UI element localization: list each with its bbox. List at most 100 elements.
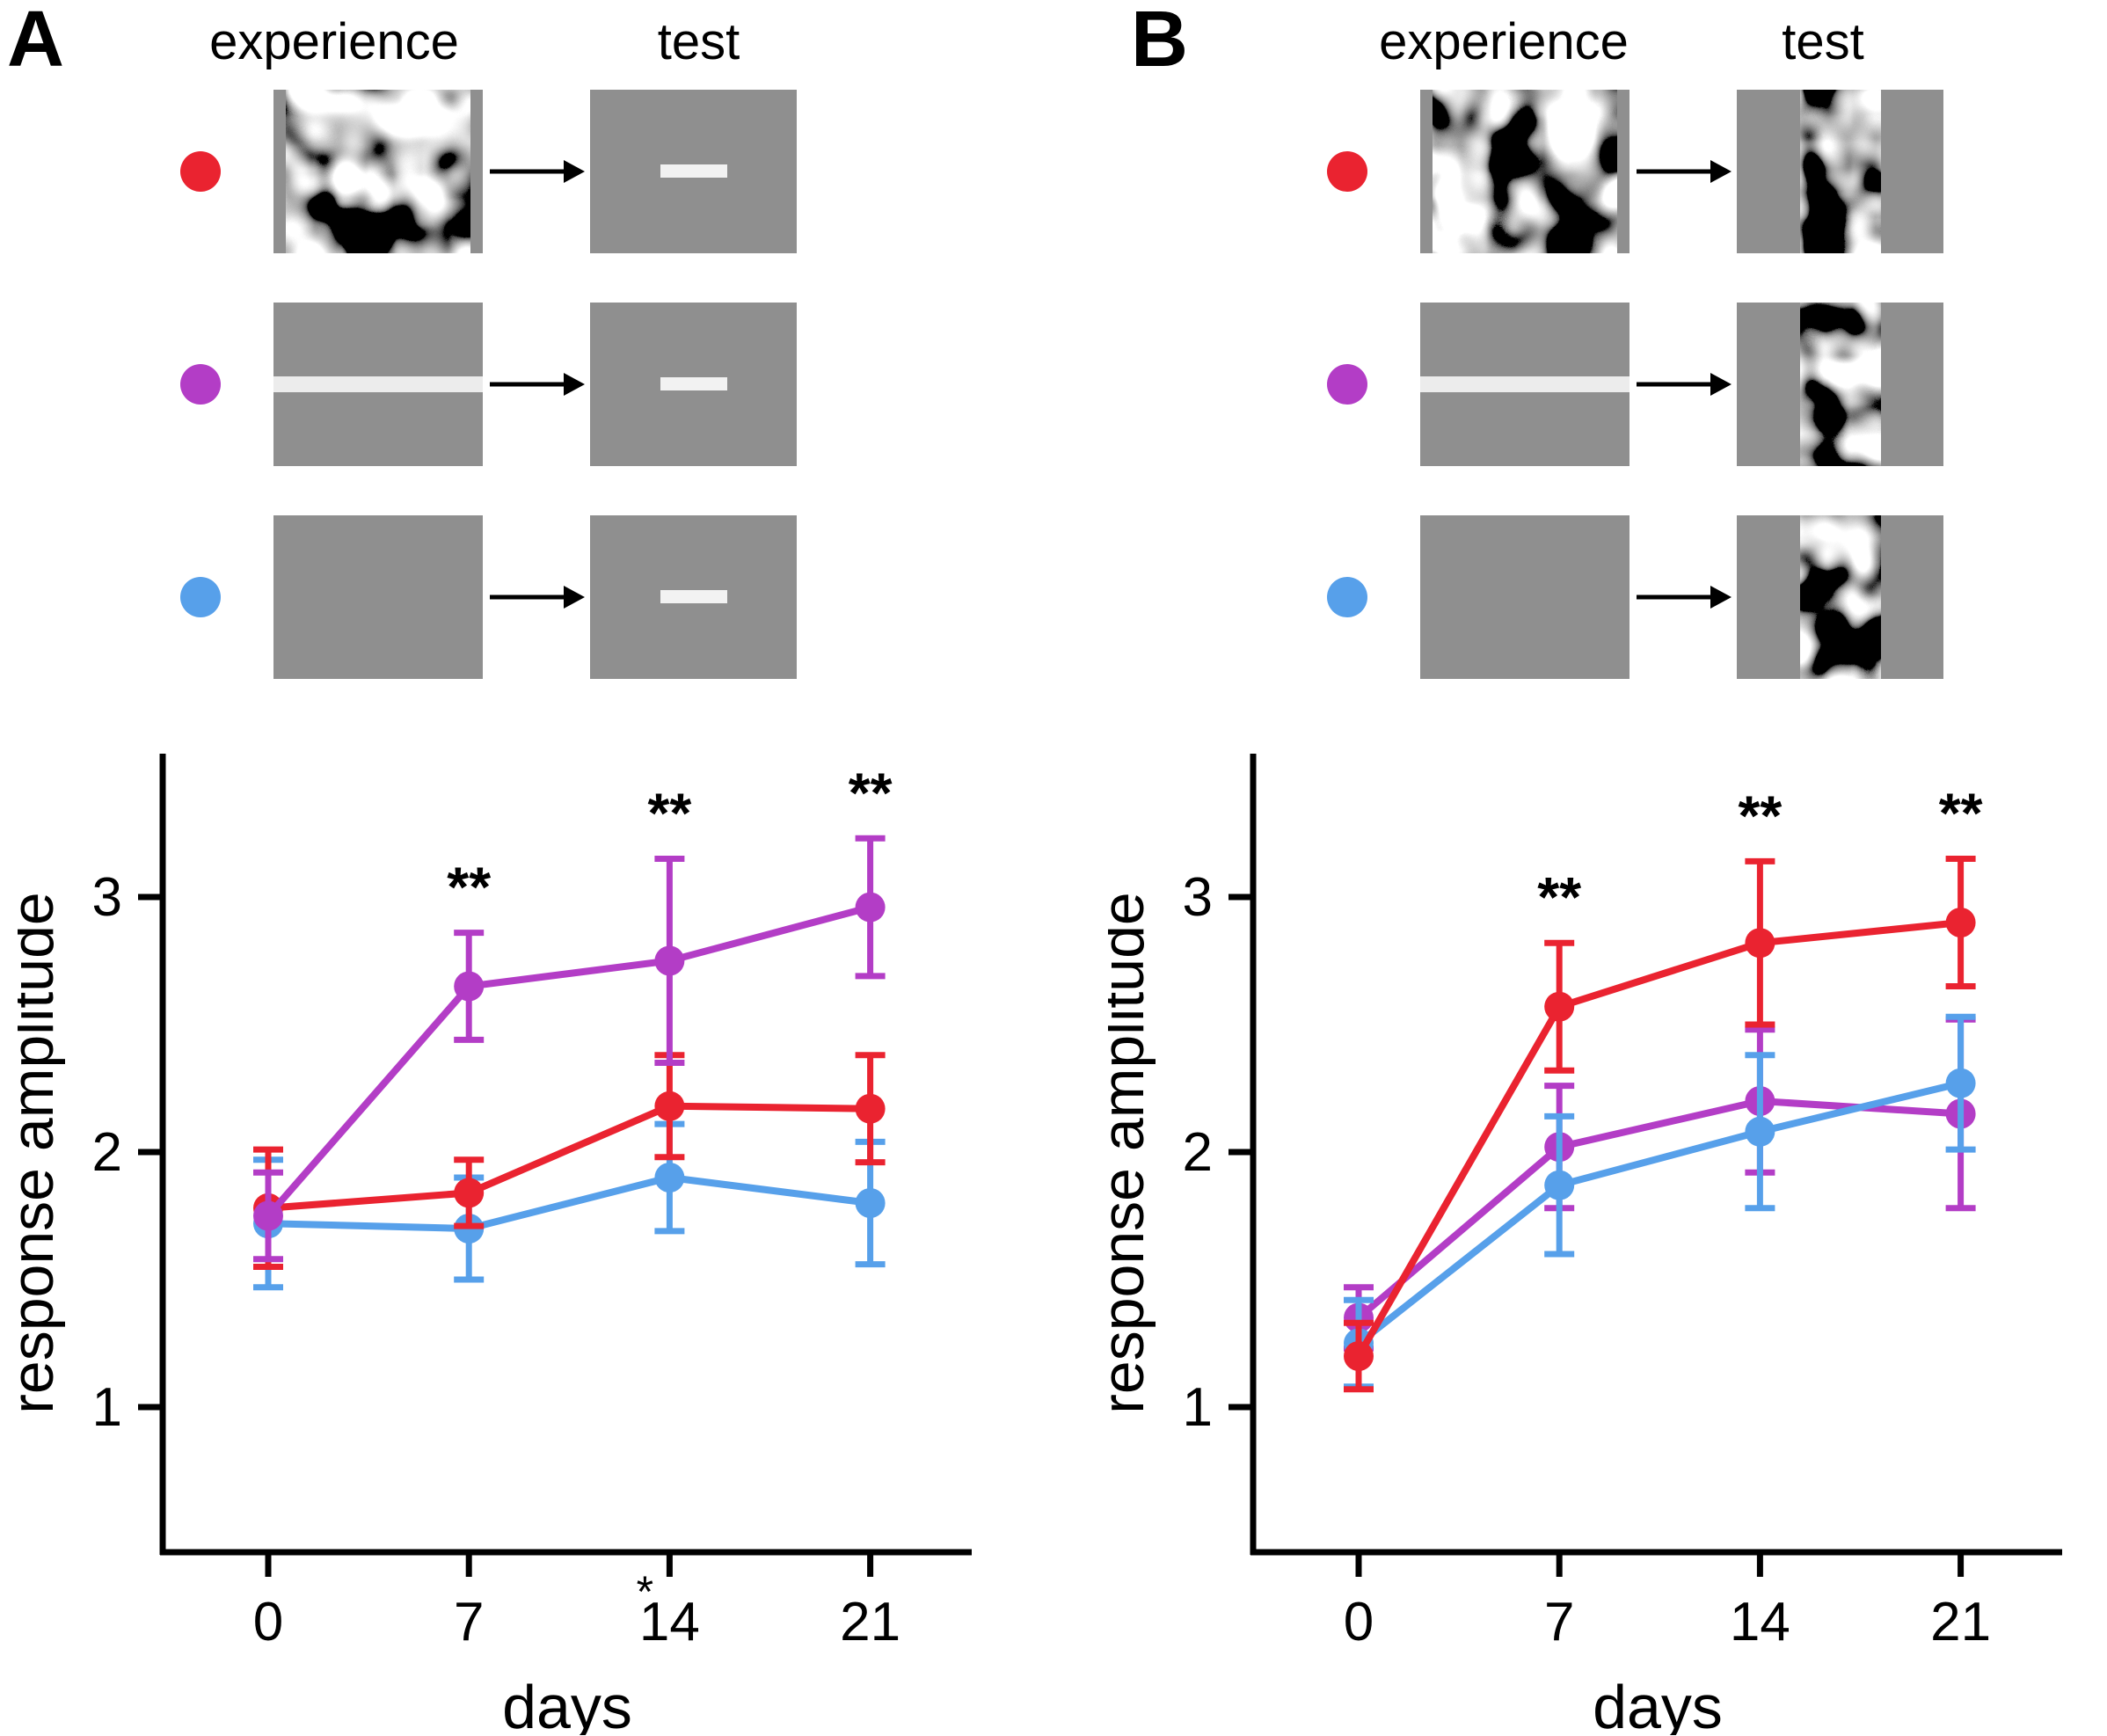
test-bar [660, 377, 727, 390]
series-line [1356, 1079, 1962, 1346]
light-bar-stripe [273, 376, 483, 392]
panel-b: B experience test 1 2 3 0 7 14 21 response ampl… [1054, 0, 2107, 1736]
stimulus-test-gray-noise-strip [1737, 515, 1943, 679]
data-point [454, 971, 485, 1002]
significance-marker: ** [1939, 782, 1983, 845]
significance-marker: ** [849, 761, 893, 824]
axis-note: * [637, 1567, 653, 1616]
noise-rect [1799, 515, 1881, 679]
stimulus-test-gray-small-bar [590, 515, 797, 679]
data-point [654, 1163, 685, 1193]
stimulus-experience-noise-image [273, 90, 483, 253]
y-tick-label: 3 [92, 867, 122, 928]
series-line [1355, 919, 1962, 1358]
panel-a-label: A [7, 0, 64, 84]
arrow-head [564, 373, 585, 396]
arrow-icon [1637, 586, 1732, 609]
x-axis-title: days [1593, 1673, 1723, 1735]
stimulus-test-gray-small-bar [590, 90, 797, 253]
arrow-icon [490, 160, 585, 183]
condition-dot [180, 151, 221, 192]
stimulus-test-gray-noise-strip [1737, 90, 1943, 253]
schematic-row-gray-screen-experience [1327, 515, 1943, 679]
x-tick-label: 14 [1730, 1592, 1790, 1652]
panel-b-stimulus-schematic [1327, 90, 1943, 679]
y-tick-label: 2 [92, 1122, 122, 1183]
panel-b-label: B [1131, 0, 1188, 84]
significance-marker: ** [1537, 865, 1581, 929]
data-point [253, 1200, 283, 1231]
significance-marker: ** [1738, 784, 1782, 847]
y-tick-label: 1 [1183, 1377, 1213, 1438]
panel-b-test-header: test [1782, 13, 1864, 70]
schematic-row-natural-image-experience [1327, 90, 1943, 253]
data-point [654, 1090, 685, 1121]
stimulus-experience-gray-horizontal-light-bar [273, 303, 483, 466]
noise-rect [286, 90, 470, 253]
panel-a-experience-header: experience [209, 13, 459, 70]
noise-texture [1433, 90, 1617, 253]
data-point [654, 945, 685, 976]
x-tick-label: 21 [840, 1592, 900, 1652]
y-tick-label: 2 [1183, 1122, 1213, 1183]
arrow-head [1710, 373, 1732, 396]
arrow-head [1710, 586, 1732, 609]
series-line [265, 903, 871, 1219]
panel-b-experience-header: experience [1379, 13, 1629, 70]
data-point [1544, 991, 1575, 1022]
schematic-row-light-bar-experience [1327, 303, 1943, 466]
noise-texture [286, 90, 470, 253]
y-axis-title: response amplitude [1108, 892, 1156, 1413]
light-bar-stripe [1420, 376, 1629, 392]
arrow-icon [1637, 160, 1732, 183]
arrow-head [564, 160, 585, 183]
condition-dot [180, 577, 221, 617]
arrow-icon [490, 586, 585, 609]
panel-b-chart: 1 2 3 0 7 14 21 response amplitude days ** ** ** [1108, 754, 2062, 1735]
noise-strip-texture [1799, 303, 1881, 466]
x-tick-label: 7 [454, 1592, 484, 1652]
data-point [1344, 1341, 1374, 1371]
condition-dot [1327, 151, 1367, 192]
x-tick-label: 0 [1344, 1592, 1374, 1652]
arrow-head [1710, 160, 1732, 183]
stimulus-experience-gray-horizontal-light-bar [1420, 303, 1629, 466]
panel-a: A experience test 1 2 3 0 7 14 21 response ampl… [7, 0, 972, 1735]
y-axis-title: response amplitude [18, 892, 66, 1413]
stimulus-experience-gray-blank [1420, 515, 1629, 679]
data-point [1544, 1170, 1575, 1200]
schematic-row-gray-screen-experience [180, 515, 797, 679]
significance-marker: ** [447, 856, 491, 919]
x-tick-label: 0 [253, 1592, 283, 1652]
condition-dot [180, 364, 221, 405]
condition-dot [1327, 577, 1367, 617]
x-tick-label: 7 [1544, 1592, 1574, 1652]
schematic-row-light-bar-experience [180, 303, 797, 466]
series-line [267, 1173, 871, 1233]
panel-a-stimulus-schematic [180, 90, 797, 679]
stimulus-experience-gray-blank [273, 515, 483, 679]
test-bar [660, 164, 727, 178]
series-line [267, 1102, 871, 1212]
noise-strip-texture [1799, 90, 1881, 253]
stimulus-test-gray-small-bar [590, 303, 797, 466]
x-axis-title: days [502, 1673, 632, 1735]
arrow-head [564, 586, 585, 609]
data-point [855, 892, 886, 923]
data-point [855, 1188, 886, 1218]
arrow-icon [1637, 373, 1732, 396]
data-point [855, 1093, 886, 1124]
arrow-icon [490, 373, 585, 396]
data-point [1945, 908, 1976, 937]
test-bar [660, 590, 727, 603]
condition-dot [1327, 364, 1367, 405]
noise-rect [1799, 303, 1881, 466]
data-point [1945, 1068, 1976, 1098]
schematic-row-natural-image-experience [180, 90, 797, 253]
stimulus-test-gray-noise-strip [1737, 303, 1943, 466]
data-point [1745, 1116, 1775, 1147]
data-point [454, 1178, 485, 1208]
x-tick-label: 14 [639, 1592, 700, 1652]
